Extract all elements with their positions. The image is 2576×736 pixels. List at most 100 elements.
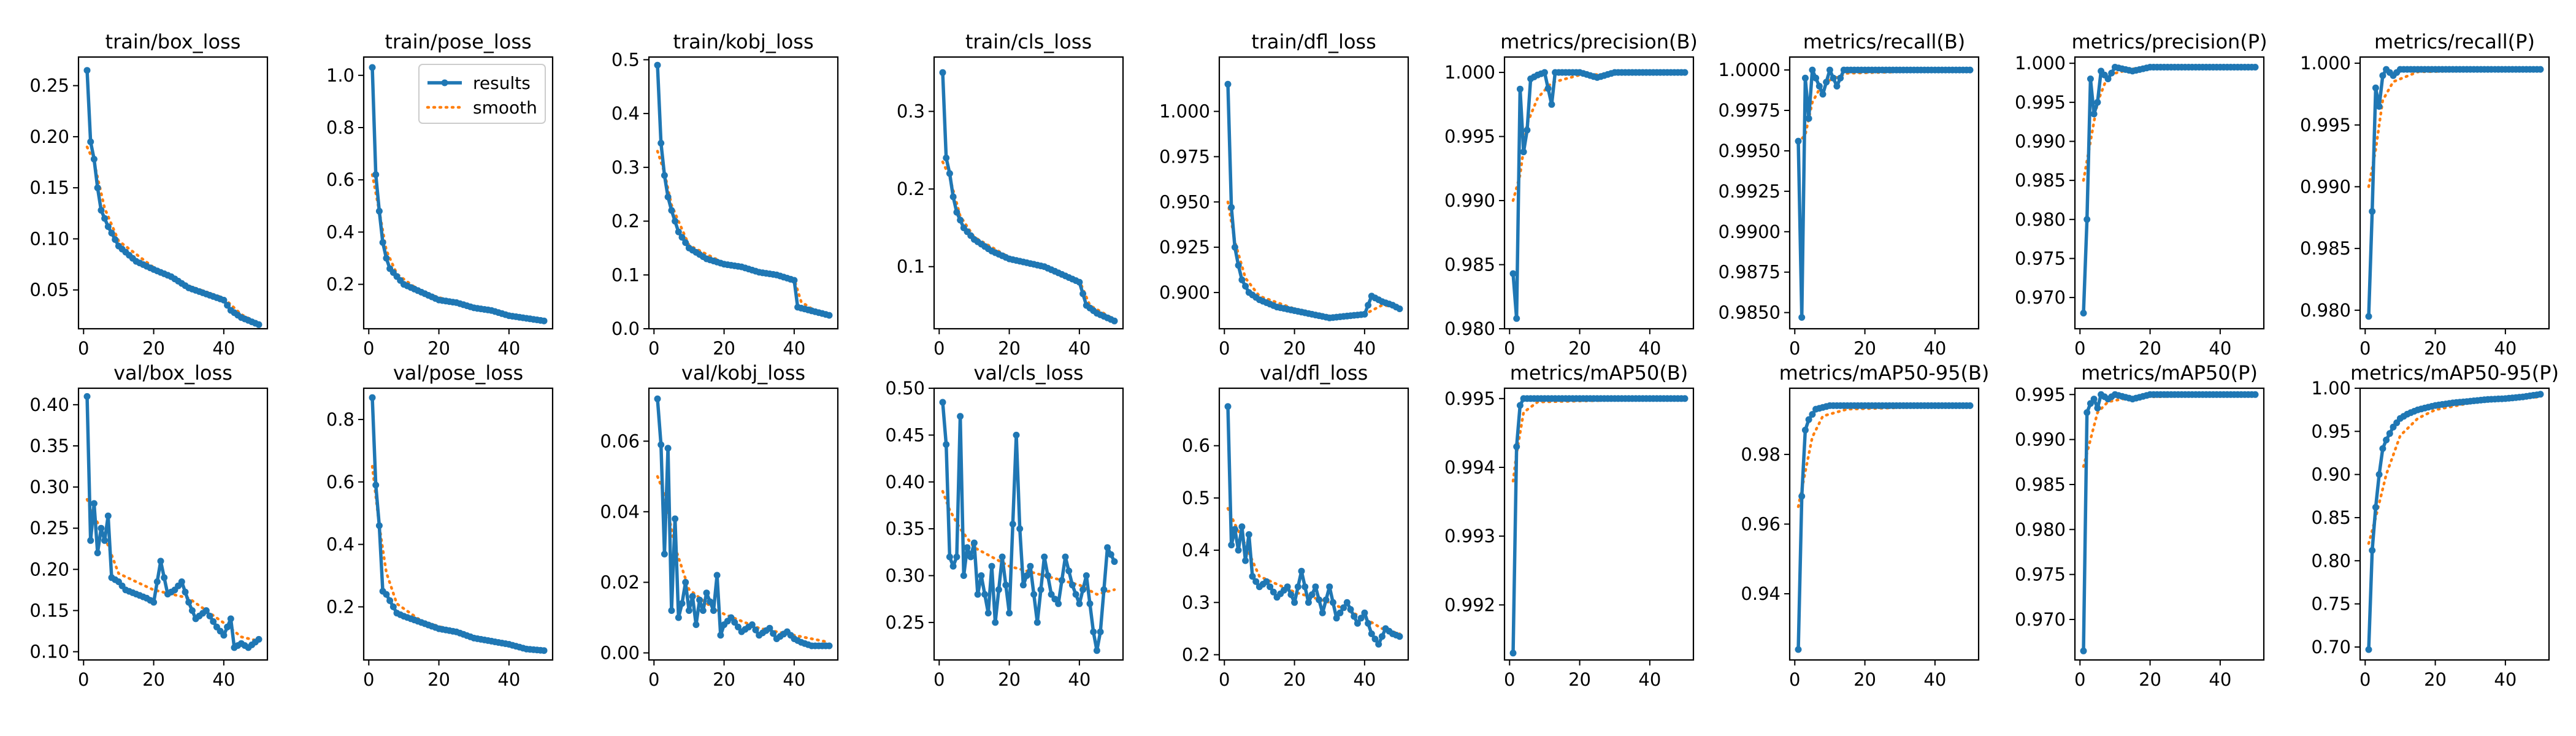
y-tick-label: 0.9975: [1719, 100, 1781, 121]
results-point: [2386, 430, 2393, 437]
y-tick-label: 0.1: [611, 264, 640, 285]
subplot-title: metrics/mAP50-95(P): [2350, 361, 2559, 385]
y-tick-label: 0.2: [611, 211, 640, 232]
results-point: [984, 610, 992, 617]
results-point: [2365, 313, 2372, 320]
smooth-series-line: [656, 150, 831, 316]
smooth-series-line: [1511, 71, 1687, 202]
results-point: [98, 207, 105, 214]
results-point: [1111, 558, 1118, 565]
y-tick-label: 0.96: [1741, 514, 1781, 535]
x-tick-label: 20: [998, 338, 1021, 359]
y-tick-label: 0.2: [326, 596, 355, 617]
results-point: [1823, 79, 1830, 86]
results-point: [1041, 553, 1048, 561]
results-point: [112, 236, 119, 243]
plot-frame: [1788, 387, 1980, 661]
x-tick-label: 40: [497, 338, 520, 359]
x-tick-label: 20: [1568, 669, 1591, 690]
results-series-line: [941, 72, 1116, 323]
y-tick-label: 1.0: [326, 65, 355, 86]
y-tick-label: 0.4: [326, 534, 355, 555]
results-point: [1023, 572, 1030, 579]
subplot-val-cls-loss: val/cls_loss 0 20 40 0.25 0.30 0.35 0.40 0.45 0.5…: [885, 361, 1124, 690]
results-point: [1090, 628, 1097, 635]
results-point: [108, 229, 115, 237]
results-point: [2090, 396, 2098, 403]
subplot-metrics-recall-b: metrics/recall(B) 0 20 40 0.9850 0.9875 0.9900…: [1719, 30, 1980, 359]
subplot-metrics-map50-95-p: metrics/mAP50-95(P) 0 20 40 0.70 0.75 0.80 0.85…: [2311, 361, 2559, 690]
results-point: [2369, 208, 2376, 215]
results-point: [1361, 310, 1368, 318]
plot-frame: [648, 56, 839, 330]
y-tick-label: 0.970: [2015, 609, 2066, 630]
results-point: [1242, 283, 1249, 290]
y-tick-label: 0.50: [885, 378, 925, 399]
y-tick-label: 1.0000: [1719, 59, 1781, 80]
results-point: [654, 61, 661, 69]
results-point: [1319, 609, 1326, 616]
y-tick-label: 0.900: [1159, 282, 1210, 303]
plot-frame: [648, 387, 839, 661]
subplot-train-kobj-loss: train/kobj_loss 0 20 40 0.0 0.1 0.2 0.3 0.4 0.5: [611, 30, 839, 359]
results-point: [375, 522, 383, 529]
x-tick-label: 40: [2209, 338, 2231, 359]
y-tick-label: 0.990: [2300, 176, 2351, 197]
results-point: [678, 234, 686, 241]
y-tick-label: 0.990: [1444, 190, 1495, 211]
y-tick-label: 0.0: [611, 318, 640, 339]
plot-frame: [2359, 56, 2550, 330]
results-point: [1365, 619, 1372, 627]
plot-frame: [933, 387, 1124, 661]
smooth-series-line: [370, 173, 546, 321]
results-point: [1795, 137, 1802, 145]
y-tick-label: 0.25: [885, 612, 925, 633]
results-point: [157, 558, 164, 565]
legend: results smooth: [418, 64, 546, 124]
results-point: [668, 607, 675, 614]
y-tick-label: 0.993: [1444, 526, 1495, 546]
results-point: [87, 138, 94, 145]
results-point: [94, 184, 101, 191]
results-point: [2365, 646, 2372, 653]
y-tick-label: 0.985: [1444, 255, 1495, 275]
subplot-train-dfl-loss: train/dfl_loss 0 20 40 0.900 0.925 0.950 0.975 1…: [1159, 30, 1409, 359]
results-point: [1833, 83, 1841, 90]
results-point: [970, 539, 978, 546]
results-point: [770, 630, 777, 637]
results-point: [1805, 115, 1812, 122]
subplot-val-pose-loss: val/pose_loss 0 20 40 0.2 0.4 0.6 0.8: [326, 361, 554, 690]
y-tick-label: 0.15: [29, 177, 69, 198]
y-tick-label: 0.980: [2015, 519, 2066, 540]
results-point: [2104, 75, 2112, 83]
x-tick-label: 40: [212, 669, 235, 690]
results-point: [98, 524, 105, 532]
results-point: [202, 607, 210, 614]
x-tick-label: 0: [1219, 338, 1230, 359]
subplot-metrics-precision-p: metrics/precision(P) 0 20 40 0.970 0.975 0.980…: [2015, 30, 2267, 359]
smooth-series-line: [2082, 66, 2257, 182]
x-tick-label: 20: [1283, 669, 1306, 690]
plot-frame: [2074, 56, 2265, 330]
results-point: [731, 619, 738, 626]
plot-frame: [77, 387, 269, 661]
results-point: [946, 170, 953, 177]
x-tick-label: 40: [1353, 338, 1376, 359]
results-point: [699, 607, 707, 614]
results-point: [949, 193, 957, 201]
results-point: [1520, 148, 1527, 156]
y-tick-label: 0.9875: [1719, 262, 1781, 283]
plot-frame: [1503, 387, 1695, 661]
results-point: [1086, 600, 1094, 607]
results-point: [974, 591, 981, 598]
y-tick-label: 0.3: [1182, 592, 1210, 613]
results-point: [1509, 270, 1517, 277]
results-series-line: [1796, 68, 1970, 320]
results-point: [707, 598, 714, 605]
results-point: [995, 586, 1002, 593]
y-tick-label: 0.970: [2015, 287, 2066, 308]
results-point: [185, 599, 193, 606]
subplot-title: train/kobj_loss: [673, 30, 813, 53]
y-tick-label: 0.35: [29, 435, 69, 456]
